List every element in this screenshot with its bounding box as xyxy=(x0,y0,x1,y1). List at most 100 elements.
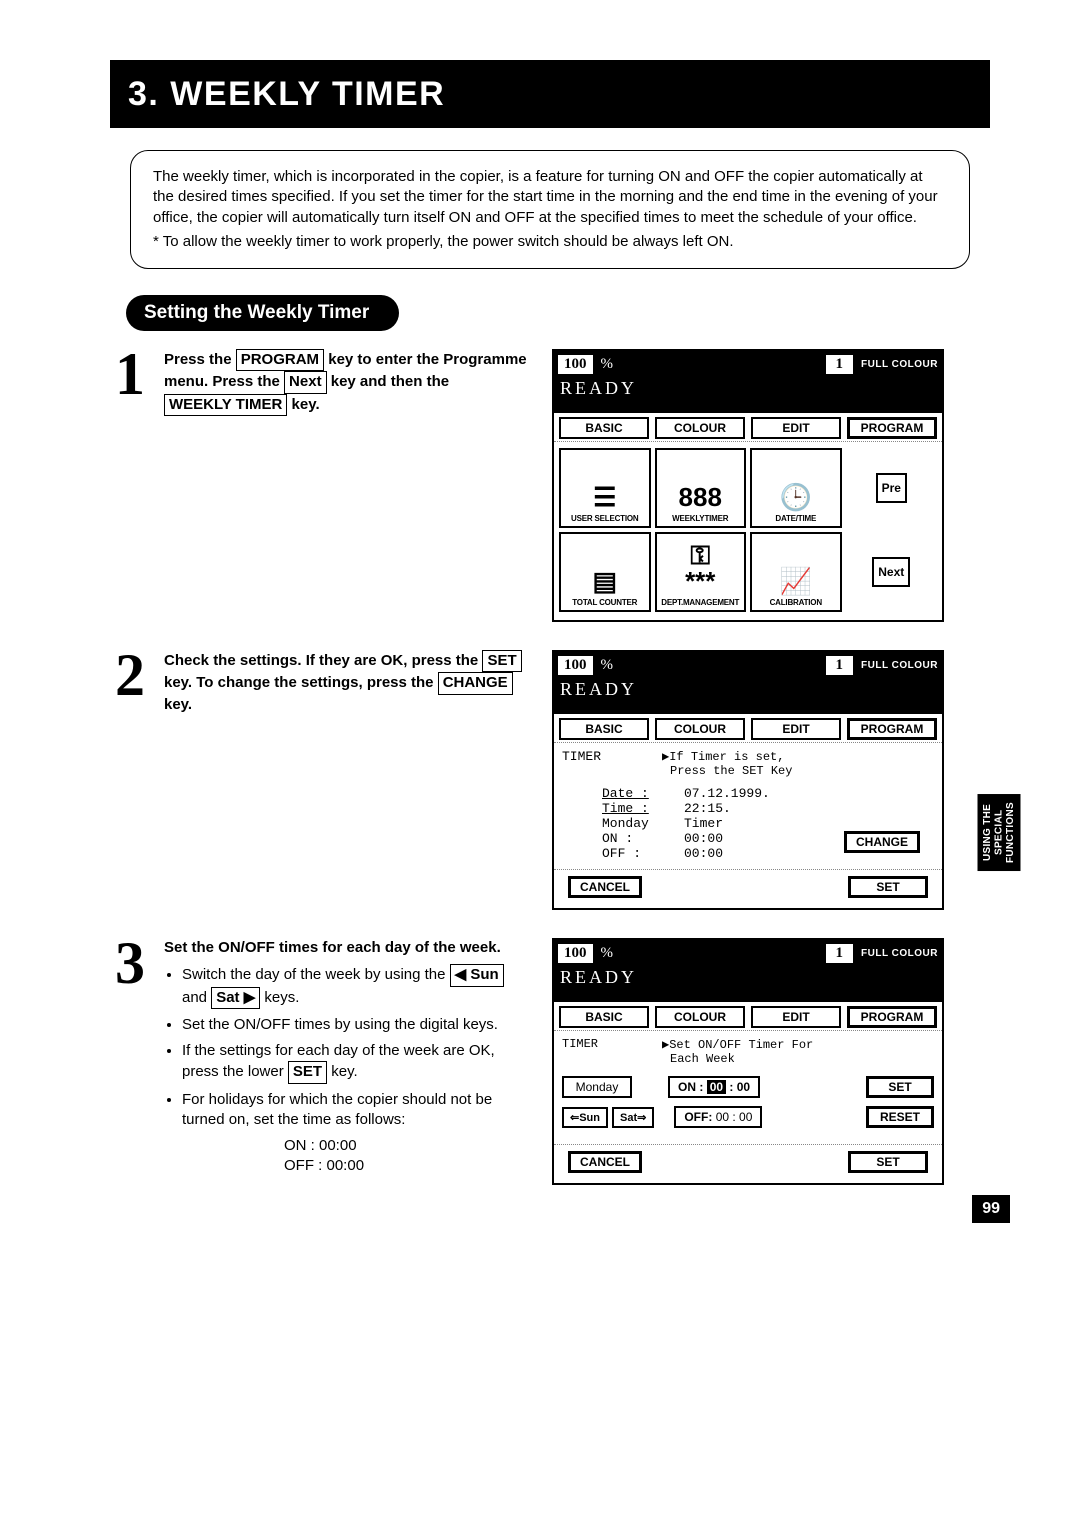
digits-icon: 888 xyxy=(679,484,722,510)
percent-symbol: % xyxy=(597,356,614,373)
intro-box: The weekly timer, which is incorporated … xyxy=(130,150,970,269)
on-value: 00:00 xyxy=(684,831,723,846)
cancel-button[interactable]: CANCEL xyxy=(568,1151,642,1173)
weekly-timer-button[interactable]: 888WEEKLYTIMER xyxy=(655,448,747,528)
status-ready: READY xyxy=(554,966,942,992)
step1-text: Press the PROGRAM key to enter the Progr… xyxy=(164,351,527,413)
set-key: SET xyxy=(482,650,521,672)
timer-msg-1: ▶If Timer is set, xyxy=(662,750,784,764)
prev-day-button[interactable]: ⇐Sun xyxy=(562,1107,608,1128)
tab-program[interactable]: PROGRAM xyxy=(847,1006,937,1028)
status-ready: READY xyxy=(554,678,942,704)
cancel-button[interactable]: CANCEL xyxy=(568,876,642,898)
reset-button[interactable]: RESET xyxy=(866,1106,934,1128)
on-label: ON : xyxy=(602,831,672,846)
zoom-percent: 100 xyxy=(558,944,593,963)
copy-count: 1 xyxy=(826,944,854,963)
page-number: 99 xyxy=(972,1195,1010,1223)
timer-msg-2: Press the SET Key xyxy=(670,764,792,778)
zoom-percent: 100 xyxy=(558,355,593,374)
set-button[interactable]: SET xyxy=(848,876,928,898)
next-day-button[interactable]: Sat⇒ xyxy=(612,1107,654,1128)
tab-program[interactable]: PROGRAM xyxy=(847,417,937,439)
total-counter-button[interactable]: ▤TOTAL COUNTER xyxy=(559,532,651,612)
counter-icon: ▤ xyxy=(592,568,617,594)
copy-count: 1 xyxy=(826,656,854,675)
on-time-field[interactable]: ON : 00 : 00 xyxy=(668,1076,760,1098)
day-label: Monday xyxy=(602,816,672,831)
tab-colour[interactable]: COLOUR xyxy=(655,1006,745,1028)
tab-program[interactable]: PROGRAM xyxy=(847,718,937,740)
zoom-percent: 100 xyxy=(558,656,593,675)
chapter-title-bar: 3. WEEKLY TIMER xyxy=(110,60,990,128)
timer-msg-2: Each Week xyxy=(670,1052,735,1066)
step3-bullet-1: Switch the day of the week by using the … xyxy=(182,964,532,1009)
time-label: Time : xyxy=(602,801,672,816)
tab-basic[interactable]: BASIC xyxy=(559,718,649,740)
side-tab: USING THESPECIALFUNCTIONS xyxy=(978,794,1021,871)
off-value: 00:00 xyxy=(684,846,723,861)
intro-footnote: * To allow the weekly timer to work prop… xyxy=(153,232,947,252)
step3-bullet-4: For holidays for which the copier should… xyxy=(182,1090,532,1131)
pre-button[interactable]: Pre xyxy=(876,473,907,503)
dept-management-button[interactable]: ⚿***DEPT.MANAGEMENT xyxy=(655,532,747,612)
off-time-field[interactable]: OFF: 00 : 00 xyxy=(674,1106,762,1128)
list-icon: ☰ xyxy=(593,484,616,510)
chapter-title: 3. WEEKLY TIMER xyxy=(128,75,445,114)
tab-basic[interactable]: BASIC xyxy=(559,417,649,439)
next-button[interactable]: Next xyxy=(872,557,910,587)
change-button[interactable]: CHANGE xyxy=(844,831,920,853)
step-3: 3 Set the ON/OFF times for each day of t… xyxy=(110,938,990,1185)
day-display: Monday xyxy=(562,1076,632,1098)
full-colour-label: FULL COLOUR xyxy=(861,948,938,959)
off-label: OFF : xyxy=(602,846,672,861)
tab-edit[interactable]: EDIT xyxy=(751,1006,841,1028)
key-icon: ⚿*** xyxy=(685,542,715,594)
step-2: 2 Check the settings. If they are OK, pr… xyxy=(110,650,990,910)
lower-set-button[interactable]: SET xyxy=(848,1151,928,1173)
timer-label: TIMER xyxy=(562,1037,662,1066)
clock-icon: 🕒 xyxy=(780,484,812,510)
date-value: 07.12.1999. xyxy=(684,786,770,801)
screen-2: 100 % 1 FULL COLOUR READY BASIC COLOUR E… xyxy=(552,650,944,910)
calibration-button[interactable]: 📈CALIBRATION xyxy=(750,532,842,612)
timer-msg-1: ▶Set ON/OFF Timer For xyxy=(662,1038,813,1052)
date-time-button[interactable]: 🕒DATE/TIME xyxy=(750,448,842,528)
tab-colour[interactable]: COLOUR xyxy=(655,718,745,740)
screen-1: 100 % 1 FULL COLOUR READY BASIC COLOUR E… xyxy=(552,349,944,622)
day-value: Timer xyxy=(684,816,723,831)
step-number: 3 xyxy=(110,938,150,989)
tab-colour[interactable]: COLOUR xyxy=(655,417,745,439)
step2-text: Check the settings. If they are OK, pres… xyxy=(164,652,522,713)
upper-set-button[interactable]: SET xyxy=(866,1076,934,1098)
sun-key: ◀ Sun xyxy=(450,964,504,986)
status-ready: READY xyxy=(554,377,942,403)
step-number: 1 xyxy=(110,349,150,400)
timer-label: TIMER xyxy=(562,749,662,778)
section-heading: Setting the Weekly Timer xyxy=(126,295,399,331)
holiday-on: ON : 00:00 xyxy=(284,1136,532,1156)
step3-lead: Set the ON/OFF times for each day of the… xyxy=(164,938,532,958)
program-key: PROGRAM xyxy=(236,349,324,371)
next-key: Next xyxy=(284,371,327,393)
tab-basic[interactable]: BASIC xyxy=(559,1006,649,1028)
user-selection-button[interactable]: ☰USER SELECTION xyxy=(559,448,651,528)
full-colour-label: FULL COLOUR xyxy=(861,660,938,671)
chart-icon: 📈 xyxy=(780,568,812,594)
tab-edit[interactable]: EDIT xyxy=(751,718,841,740)
holiday-off: OFF : 00:00 xyxy=(284,1156,532,1176)
copy-count: 1 xyxy=(826,355,854,374)
screen-3: 100 % 1 FULL COLOUR READY BASIC COLOUR E… xyxy=(552,938,944,1185)
weekly-timer-key: WEEKLY TIMER xyxy=(164,394,287,416)
lower-set-key: SET xyxy=(288,1061,327,1083)
step3-bullet-3: If the settings for each day of the week… xyxy=(182,1041,532,1084)
time-value: 22:15. xyxy=(684,801,731,816)
tab-edit[interactable]: EDIT xyxy=(751,417,841,439)
full-colour-label: FULL COLOUR xyxy=(861,359,938,370)
intro-paragraph: The weekly timer, which is incorporated … xyxy=(153,167,947,228)
step-number: 2 xyxy=(110,650,150,701)
step3-bullet-2: Set the ON/OFF times by using the digita… xyxy=(182,1015,532,1035)
change-key: CHANGE xyxy=(438,672,513,694)
sat-key: Sat ▶ xyxy=(211,987,260,1009)
step-1: 1 Press the PROGRAM key to enter the Pro… xyxy=(110,349,990,622)
